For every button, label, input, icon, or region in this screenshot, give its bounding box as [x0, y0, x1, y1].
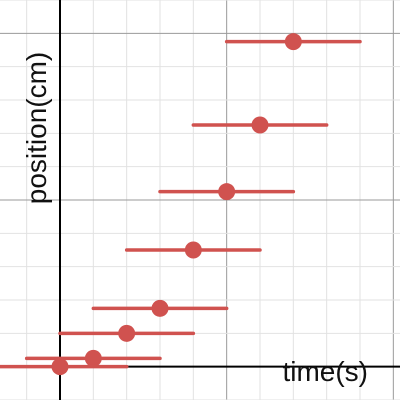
data-points [0, 33, 362, 376]
data-point-3 [118, 324, 136, 342]
data-point-4 [151, 299, 169, 317]
data-point-8 [284, 33, 302, 51]
data-point-7 [251, 116, 269, 134]
x-axis-label: time(s) [282, 356, 368, 387]
y-axis-label: position(cm) [21, 52, 52, 204]
data-point-2 [84, 349, 102, 367]
data-point-5 [184, 241, 202, 259]
data-point-1 [51, 358, 69, 376]
data-point-6 [218, 183, 236, 201]
